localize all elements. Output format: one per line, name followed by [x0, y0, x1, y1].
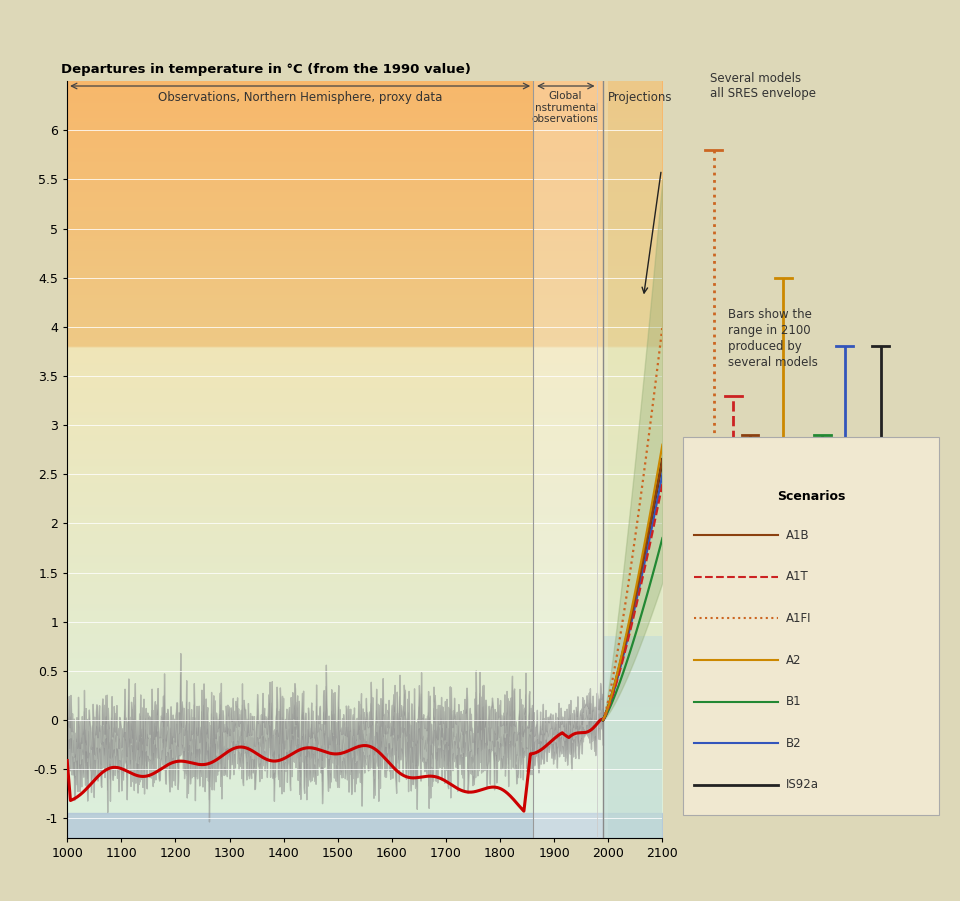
Text: Global
instrumental
observations: Global instrumental observations: [532, 91, 599, 124]
Text: B1: B1: [786, 696, 802, 708]
Text: IS92a: IS92a: [786, 778, 819, 791]
Text: Several models
all SRES envelope: Several models all SRES envelope: [710, 72, 816, 100]
Text: A1T: A1T: [786, 570, 809, 583]
Text: A1FI: A1FI: [786, 612, 811, 625]
Text: A2: A2: [786, 653, 802, 667]
Bar: [603, 636, 662, 838]
Text: Bars show the
range in 2100
produced by
several models: Bars show the range in 2100 produced by …: [728, 308, 818, 369]
Text: B2: B2: [786, 737, 802, 750]
Bar: [603, 81, 662, 838]
Text: Scenarios: Scenarios: [777, 490, 846, 503]
Text: Projections: Projections: [609, 91, 673, 104]
Text: Observations, Northern Hemisphere, proxy data: Observations, Northern Hemisphere, proxy…: [157, 91, 442, 104]
Text: A1B: A1B: [786, 529, 810, 542]
Bar: [533, 81, 609, 838]
FancyBboxPatch shape: [684, 437, 939, 815]
Text: Departures in temperature in °C (from the 1990 value): Departures in temperature in °C (from th…: [61, 63, 471, 76]
